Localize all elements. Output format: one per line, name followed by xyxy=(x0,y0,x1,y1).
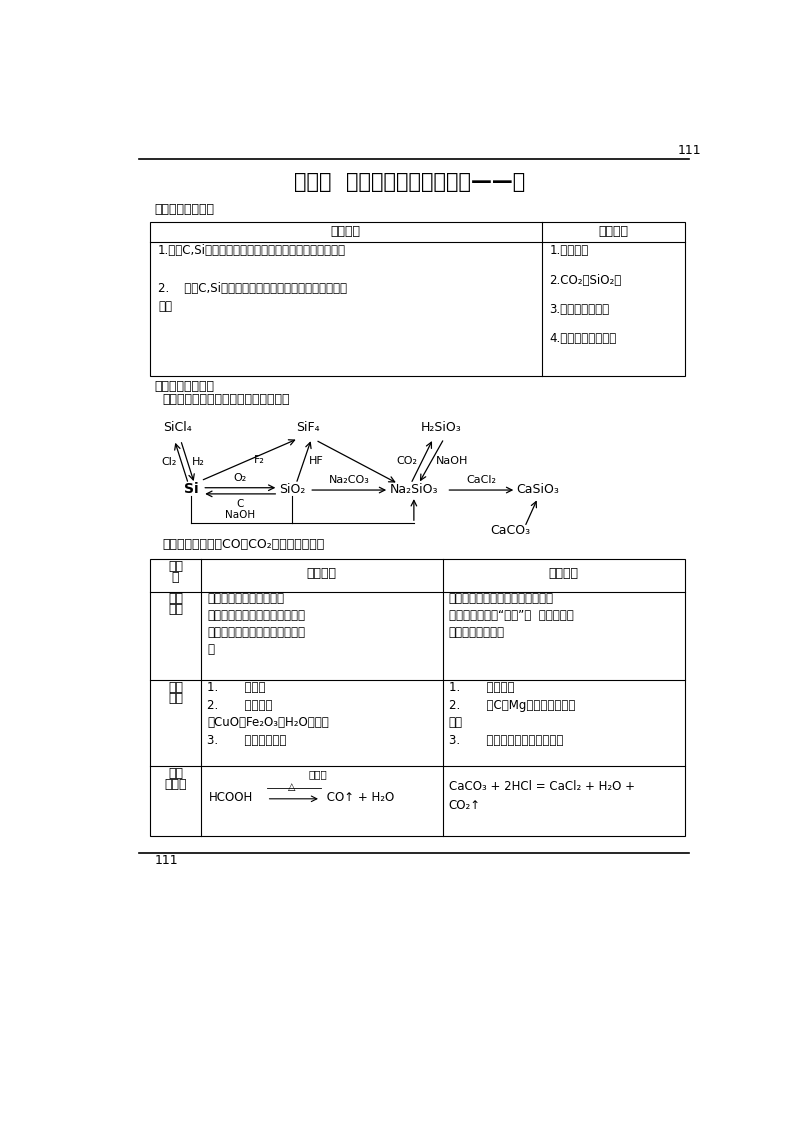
Text: 考纲导引: 考纲导引 xyxy=(330,225,361,238)
Text: 室制法: 室制法 xyxy=(164,778,187,791)
Text: 溶于水，能与人体中血红蛋白迅: 溶于水，能与人体中血红蛋白迅 xyxy=(207,609,305,623)
Text: SiO₂: SiO₂ xyxy=(279,483,306,496)
Text: 3.       酸性氧化物（与碱反应）: 3. 酸性氧化物（与碱反应） xyxy=(449,735,563,747)
Text: CaCO₃ + 2HCl = CaCl₂ + H₂O +: CaCO₃ + 2HCl = CaCl₂ + H₂O + xyxy=(449,780,634,792)
Bar xyxy=(150,559,685,835)
Text: 性质: 性质 xyxy=(168,603,183,616)
Text: 氧化: 氧化 xyxy=(168,560,183,573)
Text: 一氧化碳: 一氧化碳 xyxy=(306,567,337,580)
Text: 水，固态时俗称“干冰”。  是产生温室: 水，固态时俗称“干冰”。 是产生温室 xyxy=(449,609,574,623)
Text: CaCl₂: CaCl₂ xyxy=(466,475,496,486)
Text: Na₂SiO₃: Na₂SiO₃ xyxy=(390,483,438,496)
Bar xyxy=(150,222,685,376)
Text: 3.       不成盐氧化物: 3. 不成盐氧化物 xyxy=(207,735,286,747)
Text: △: △ xyxy=(289,781,296,791)
Text: 速结合，是一种严重的大气污染: 速结合，是一种严重的大气污染 xyxy=(207,626,305,640)
Text: 4.无机非金属材料。: 4.无机非金属材料。 xyxy=(550,332,617,345)
Text: 二氧化碳: 二氧化碳 xyxy=(549,567,579,580)
Text: 2.CO₂和SiO₂。: 2.CO₂和SiO₂。 xyxy=(550,274,622,286)
Text: 化学: 化学 xyxy=(168,681,183,694)
Text: 2.    了解C,Si元素单质及其重要化合物对环境质量的影: 2. 了解C,Si元素单质及其重要化合物对环境质量的影 xyxy=(158,282,347,295)
Text: 二、碳的氧化物（CO、CO₂）性质的比较：: 二、碳的氧化物（CO、CO₂）性质的比较： xyxy=(162,538,324,551)
Text: Cl₂: Cl₂ xyxy=(162,457,177,466)
Text: 无色无味气体、有毒、难: 无色无味气体、有毒、难 xyxy=(207,592,284,606)
Text: CaSiO₃: CaSiO₃ xyxy=(517,483,559,496)
Text: 2.       还原性：: 2. 还原性： xyxy=(207,698,273,712)
Text: 3.确酸和确酸盐。: 3.确酸和确酸盐。 xyxy=(550,303,610,316)
Text: CaCO₃: CaCO₃ xyxy=(490,524,531,537)
Text: NaOH: NaOH xyxy=(436,456,468,466)
Text: 考点梳理: 考点梳理 xyxy=(598,225,628,238)
Text: O₂: O₂ xyxy=(234,473,247,483)
Text: HF: HF xyxy=(309,456,323,466)
Text: 无色略带酸味气体，无毒，能溢于: 无色略带酸味气体，无毒，能溢于 xyxy=(449,592,554,606)
Text: 111: 111 xyxy=(678,144,701,157)
Text: CO₂↑: CO₂↑ xyxy=(449,799,481,812)
Text: SiF₄: SiF₄ xyxy=(296,421,319,434)
Text: CO₂: CO₂ xyxy=(396,456,418,466)
Text: 1.碳、确。: 1.碳、确。 xyxy=(550,245,589,257)
Text: H₂SiO₃: H₂SiO₃ xyxy=(421,421,462,434)
Text: 浓确酸: 浓确酸 xyxy=(308,770,327,779)
Text: 111: 111 xyxy=(154,855,178,867)
Text: 1.       可燃性: 1. 可燃性 xyxy=(207,681,266,694)
Text: （CuO，Fe₂O₃，H₂O反应）: （CuO，Fe₂O₃，H₂O反应） xyxy=(207,717,329,729)
Text: 一、确及其化合物之间的相互转化关系: 一、确及其化合物之间的相互转化关系 xyxy=(162,393,290,406)
Text: 物: 物 xyxy=(172,571,179,584)
Text: HCOOH: HCOOH xyxy=(209,791,253,804)
Text: 《高考目标定位》: 《高考目标定位》 xyxy=(154,203,214,216)
Text: 实验: 实验 xyxy=(168,767,183,780)
Text: 性质: 性质 xyxy=(168,692,183,705)
Text: H₂: H₂ xyxy=(192,457,205,466)
Text: 1.       不能燃烧: 1. 不能燃烧 xyxy=(449,681,514,694)
Text: 物理: 物理 xyxy=(168,592,183,606)
Text: Si: Si xyxy=(184,482,198,496)
Text: SiCl₄: SiCl₄ xyxy=(163,421,192,434)
Text: C
NaOH: C NaOH xyxy=(226,498,255,520)
Text: 响。: 响。 xyxy=(158,300,172,312)
Text: 效应的气体之一。: 效应的气体之一。 xyxy=(449,626,505,640)
Text: 1.了解C,Si元素单质及其重要化合物的主要性质及应用。: 1.了解C,Si元素单质及其重要化合物的主要性质及应用。 xyxy=(158,245,346,257)
Text: 《考纲知识梳理》: 《考纲知识梳理》 xyxy=(154,380,214,393)
Text: 第一节  无机非金属材料的主角——硬: 第一节 无机非金属材料的主角——硬 xyxy=(294,172,526,192)
Text: 物: 物 xyxy=(207,643,214,657)
Text: Na₂CO₃: Na₂CO₃ xyxy=(329,475,370,486)
Text: 化性: 化性 xyxy=(449,717,462,729)
Text: 2.       与C、Mg等反应，表现氧: 2. 与C、Mg等反应，表现氧 xyxy=(449,698,575,712)
Text: CO↑ + H₂O: CO↑ + H₂O xyxy=(323,791,394,804)
Text: F₂: F₂ xyxy=(254,455,265,464)
